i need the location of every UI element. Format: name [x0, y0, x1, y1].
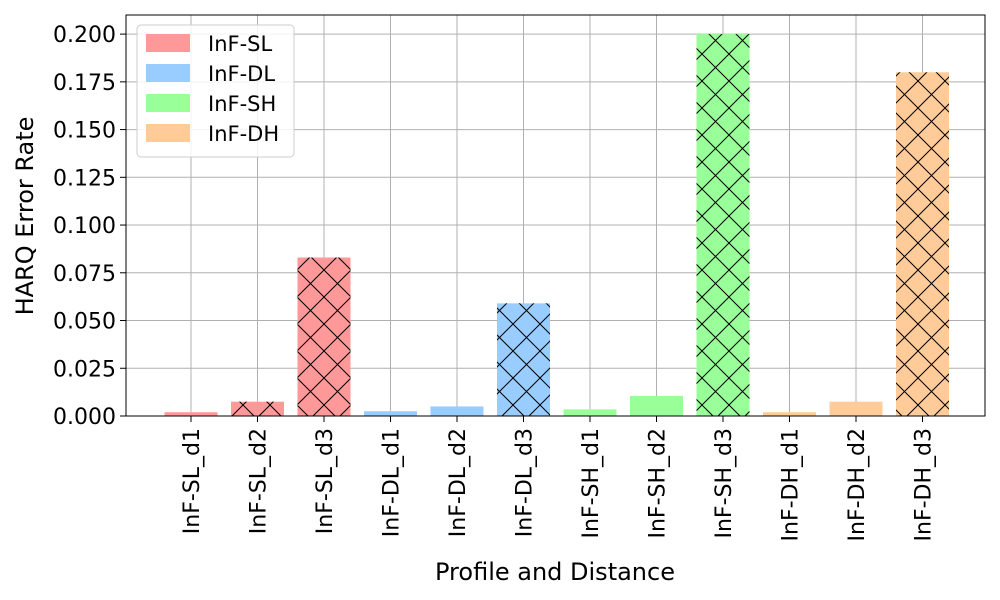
bar [430, 406, 484, 416]
bar-hatch [231, 401, 284, 416]
bar [364, 411, 417, 416]
x-tick-label: InF-SH_d2 [646, 428, 671, 539]
y-tick-label: 0.200 [53, 23, 116, 48]
axes: 0.000 0.025 0.050 0.075 0.100 0.125 0.150 0.175… [53, 14, 986, 541]
legend: InF-SL InF-DL InF-SH InF-DH [136, 24, 295, 158]
y-tick-label: 0.075 [53, 262, 116, 287]
x-tick-label: InF-SL_d1 [180, 428, 205, 534]
legend-swatch [146, 64, 190, 82]
bar-hatch [896, 72, 949, 417]
legend-label: InF-SL [208, 32, 272, 56]
bars [164, 34, 949, 417]
legend-swatch [146, 34, 190, 52]
x-tick-label: InF-SH_d1 [579, 428, 604, 539]
bar-hatch [696, 34, 750, 416]
bar [563, 409, 617, 416]
bar [763, 412, 816, 416]
y-tick-label: 0.050 [53, 310, 116, 335]
bar-hatch [497, 303, 550, 416]
bar [164, 412, 218, 416]
y-tick-label: 0.100 [53, 214, 116, 239]
x-tick-label: InF-DH_d1 [779, 428, 804, 541]
x-tick-label: InF-SL_d3 [313, 428, 338, 534]
x-tick-label: InF-DH_d3 [912, 428, 937, 541]
legend-swatch [146, 124, 190, 142]
bar [630, 395, 683, 416]
plot-frame [125, 14, 986, 417]
y-tick-label: 0.000 [53, 405, 116, 430]
x-axis-label: Profile and Distance [435, 558, 675, 586]
bar [829, 401, 883, 416]
legend-swatch [146, 94, 190, 112]
y-axis-label: HARQ Error Rate [11, 117, 39, 316]
bar-hatch [297, 257, 351, 416]
y-tick-label: 0.125 [53, 166, 116, 191]
legend-label: InF-DH [208, 122, 279, 146]
x-tick-label: InF-DL_d2 [446, 428, 471, 537]
x-tick-label: InF-SH_d3 [712, 428, 737, 539]
y-tick-label: 0.150 [53, 119, 116, 144]
x-tick-label: InF-SL_d2 [247, 428, 272, 534]
x-tick-label: InF-DL_d1 [380, 428, 405, 537]
y-tick-label: 0.025 [53, 357, 116, 382]
y-tick-label: 0.175 [53, 71, 116, 96]
legend-label: InF-DL [208, 62, 275, 86]
legend-label: InF-SH [208, 92, 276, 116]
x-tick-label: InF-DH_d2 [845, 428, 870, 541]
x-tick-label: InF-DL_d3 [513, 428, 538, 537]
